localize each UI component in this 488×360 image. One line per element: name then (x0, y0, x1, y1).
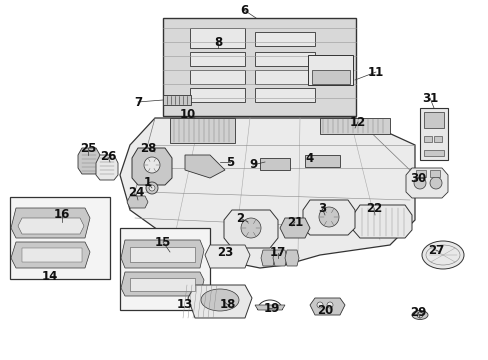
Circle shape (326, 302, 332, 308)
Text: 14: 14 (42, 270, 58, 283)
Text: 3: 3 (317, 202, 325, 215)
Circle shape (429, 177, 441, 189)
Bar (190, 28, 244, 48)
Circle shape (143, 157, 160, 173)
Text: 8: 8 (213, 36, 222, 49)
Text: 6: 6 (240, 4, 247, 17)
Ellipse shape (201, 289, 239, 311)
Text: 31: 31 (421, 91, 437, 104)
Bar (120, 228, 209, 310)
Polygon shape (261, 250, 274, 266)
Ellipse shape (411, 310, 427, 320)
Text: 16: 16 (54, 208, 70, 221)
Bar (260, 158, 289, 170)
Text: 30: 30 (409, 171, 425, 184)
Text: 12: 12 (349, 116, 366, 129)
Polygon shape (303, 200, 354, 235)
Text: 26: 26 (100, 150, 116, 163)
Bar (415, 170, 425, 177)
Bar (254, 88, 314, 102)
Text: 17: 17 (269, 247, 285, 260)
Polygon shape (272, 250, 286, 266)
Bar (254, 52, 314, 66)
Polygon shape (11, 242, 90, 268)
Polygon shape (285, 250, 298, 266)
Polygon shape (352, 205, 411, 238)
Text: 19: 19 (263, 302, 280, 315)
Bar (254, 32, 314, 46)
Polygon shape (280, 218, 309, 238)
Circle shape (316, 302, 323, 308)
Polygon shape (254, 305, 285, 310)
Polygon shape (11, 208, 90, 238)
Text: 22: 22 (365, 202, 381, 215)
Bar (423, 136, 431, 142)
Text: 15: 15 (155, 235, 171, 248)
Bar (22, 248, 82, 262)
Polygon shape (309, 298, 345, 315)
Bar (319, 118, 389, 134)
Text: 10: 10 (180, 108, 196, 122)
Text: 1: 1 (143, 176, 152, 189)
Polygon shape (127, 196, 148, 208)
Polygon shape (18, 218, 84, 234)
Polygon shape (120, 118, 414, 268)
Text: 23: 23 (217, 247, 233, 260)
Bar (423, 150, 443, 156)
Bar (429, 170, 439, 177)
Bar (190, 88, 244, 102)
Polygon shape (132, 148, 172, 185)
Text: 21: 21 (286, 216, 303, 229)
Polygon shape (121, 240, 203, 268)
Polygon shape (204, 245, 249, 268)
Text: 2: 2 (235, 211, 244, 225)
Text: 20: 20 (316, 303, 332, 316)
Bar (433, 136, 441, 142)
Bar (163, 95, 191, 105)
Bar (190, 52, 244, 66)
Bar (307, 55, 352, 85)
Text: 28: 28 (140, 141, 156, 154)
Bar (130, 247, 195, 262)
Ellipse shape (421, 241, 463, 269)
Bar (10, 197, 110, 279)
Bar (254, 70, 314, 84)
Bar (423, 112, 443, 128)
Text: 18: 18 (220, 298, 236, 311)
Text: 25: 25 (80, 141, 96, 154)
Bar (163, 18, 355, 116)
Text: 24: 24 (127, 186, 144, 199)
Circle shape (149, 185, 155, 191)
Text: 29: 29 (409, 306, 426, 319)
Text: 4: 4 (305, 152, 313, 165)
Text: 27: 27 (427, 243, 443, 256)
Bar (419, 108, 447, 160)
Bar (190, 70, 244, 84)
Polygon shape (187, 285, 251, 318)
Text: 13: 13 (177, 298, 193, 311)
Bar (305, 155, 339, 167)
Polygon shape (121, 272, 203, 296)
Polygon shape (224, 210, 278, 248)
Text: 7: 7 (134, 95, 142, 108)
Circle shape (318, 207, 338, 227)
Circle shape (146, 182, 158, 194)
Polygon shape (405, 168, 447, 198)
Bar (170, 118, 235, 143)
Bar (311, 70, 349, 84)
Text: 9: 9 (248, 158, 257, 171)
Circle shape (413, 177, 425, 189)
Circle shape (241, 218, 261, 238)
Bar (130, 278, 195, 291)
Text: 11: 11 (367, 66, 384, 78)
Polygon shape (78, 148, 100, 174)
Polygon shape (184, 155, 224, 178)
Text: 5: 5 (225, 156, 234, 168)
Polygon shape (96, 155, 118, 180)
